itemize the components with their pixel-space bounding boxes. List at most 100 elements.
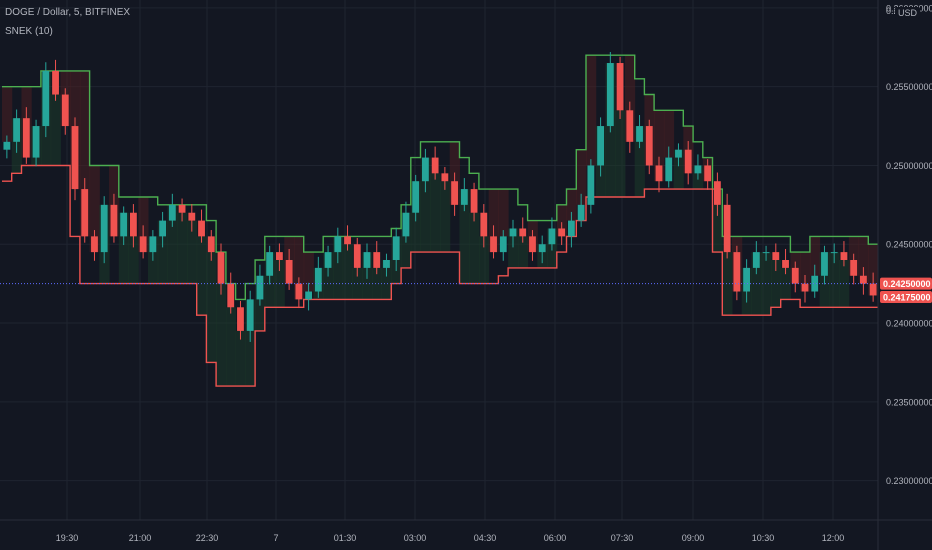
band-fill-green [440,181,451,253]
band-fill-green [829,252,840,308]
candle-body [168,204,176,221]
time-axis-label: 03:00 [404,533,427,543]
band-fill-green [430,173,441,253]
candle-body [626,110,634,142]
candle-body [752,252,760,268]
band-fill-red [303,252,314,292]
band-fill-red [654,110,665,182]
candle-body [441,173,449,182]
candle-body [402,212,410,237]
band-fill-red [800,252,811,292]
candle-body [509,228,517,237]
candle-body [120,212,128,237]
band-fill-green [770,260,782,308]
band-fill-green [381,260,392,300]
candle-body [597,126,605,166]
candle-body [266,252,274,276]
candle-body [801,283,809,292]
time-axis-label: 12:00 [822,533,845,543]
band-fill-green [225,307,237,387]
candle-body [353,244,361,268]
candle-body [207,236,215,253]
candle-body [694,165,702,174]
time-axis-label: 22:30 [196,533,219,543]
candle-body [499,236,507,253]
candle-body [704,165,712,182]
candle-body [71,126,79,190]
symbol-legend[interactable]: DOGE / Dollar, 5, BITFINEX [5,7,131,18]
candle-body [821,252,828,276]
candle-body [675,149,682,158]
band-fill-green [371,267,383,300]
candle-body [256,275,264,300]
band-fill-red [79,70,91,237]
time-axis-label: 01:30 [334,533,357,543]
candle-body [305,291,313,300]
band-fill-green [245,299,256,387]
candles [3,52,877,342]
upper-band-line [2,54,878,301]
candle-body [246,299,254,331]
band-fill-red [809,236,821,276]
candle-body [198,220,205,237]
candle-body [733,252,741,292]
close-price-label-bg [880,291,932,304]
candle-body [665,157,673,182]
candle-body [636,126,643,142]
candle-body [655,165,663,182]
band-fill-red [488,189,499,253]
candle-body [178,204,186,213]
band-fill-green [118,212,130,284]
band-fill-green [634,126,645,197]
candle-body [383,260,390,268]
candle-body [129,212,137,237]
candle-body [110,204,118,237]
band-fill-green [761,252,772,316]
indicator-legend[interactable]: SNEK (10) [5,26,53,37]
candle-body [616,63,624,111]
band-fill-green [478,236,490,284]
band-fill-red [498,189,509,237]
band-fill-green [196,236,207,316]
candle-body [529,236,536,253]
candle-body [324,252,332,268]
candle-body [859,275,867,284]
band-fill-green [459,189,470,284]
currency-label[interactable]: USD [895,7,921,19]
band-fill-red [89,165,100,253]
band-fill-green [615,110,626,197]
band-fill-green [469,212,480,284]
candle-body [412,181,420,213]
band-fill-red [2,86,13,142]
candle-body [558,228,566,237]
candle-body [392,236,400,260]
candle-body [684,149,692,174]
time-axis-label: 7 [273,533,278,543]
candle-body [285,260,293,284]
lower-band-line [2,164,878,387]
band-fill-green [235,330,246,387]
time-axis-label: 09:00 [682,533,705,543]
candle-body [42,70,50,127]
candle-body [100,204,108,253]
candle-body [314,267,322,292]
candle-body [645,126,653,166]
candle-body [81,189,89,237]
band-fill-red [138,196,149,253]
candle-body [490,236,497,253]
band-fill-green [420,157,431,253]
band-fill-green [206,252,217,363]
candle-body [275,252,283,260]
time-axis-label: 19:30 [56,533,79,543]
candle-body [61,94,69,127]
candle-body [451,181,459,205]
band-fill-green [186,220,198,284]
band-fill-green [342,244,353,300]
band-fill-red [858,236,869,284]
candle-body [762,252,770,254]
candle-body [32,126,40,158]
